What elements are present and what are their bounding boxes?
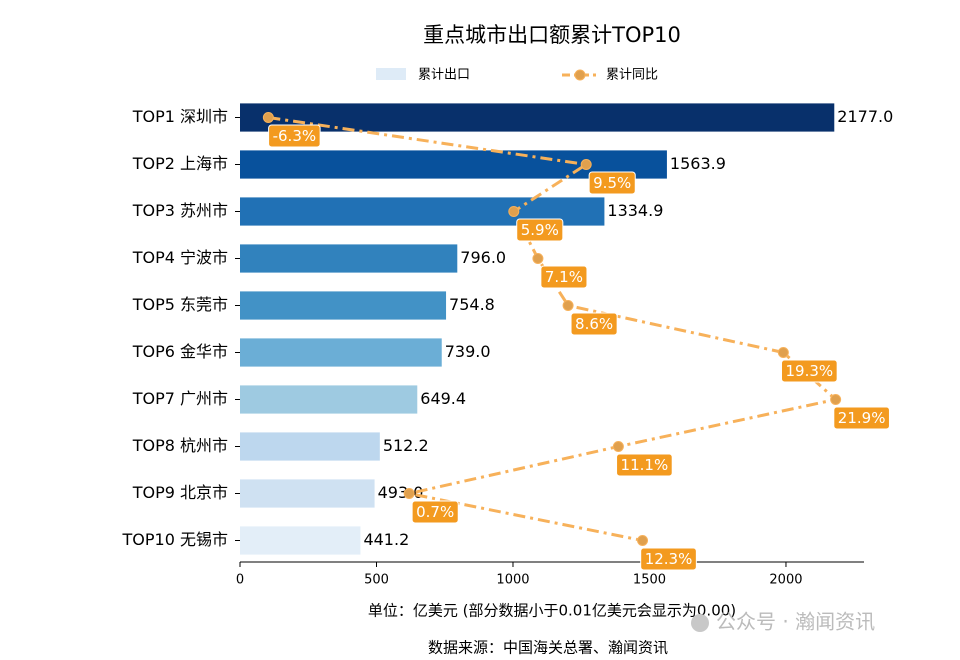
x-tick-label: 1000 bbox=[496, 573, 529, 588]
label-box bbox=[616, 453, 673, 477]
line-marker bbox=[612, 441, 624, 452]
label-box bbox=[833, 406, 890, 430]
y-tick-label: TOP8 杭州市 bbox=[132, 436, 228, 455]
x-tick-label: 500 bbox=[364, 573, 389, 588]
y-tick-label: TOP5 东莞市 bbox=[132, 295, 228, 314]
y-tick-label: TOP6 金华市 bbox=[132, 342, 228, 361]
bar-value-label: 1563.9 bbox=[670, 154, 726, 173]
x-tick-label: 0 bbox=[236, 573, 244, 588]
y-tick-label: TOP10 无锡市 bbox=[122, 530, 228, 549]
bar bbox=[240, 103, 835, 132]
y-tick-label: TOP7 广州市 bbox=[132, 389, 228, 408]
line-marker bbox=[262, 112, 274, 123]
bar bbox=[240, 244, 458, 273]
line-value-label: 12.3% bbox=[645, 550, 693, 568]
x-tick-label: 2000 bbox=[769, 573, 802, 588]
bar-value-label: 754.8 bbox=[449, 295, 495, 314]
bar bbox=[240, 385, 418, 414]
watermark-icon bbox=[691, 614, 709, 632]
line-marker bbox=[580, 159, 592, 170]
bar bbox=[240, 526, 361, 555]
x-tick-label: 1500 bbox=[633, 573, 666, 588]
source-note: 数据来源：中国海关总署、瀚闻资讯 bbox=[428, 639, 668, 657]
legend-label: 累计出口 bbox=[418, 68, 470, 83]
bar bbox=[240, 432, 380, 461]
bar-value-label: 649.4 bbox=[420, 389, 466, 408]
y-tick-label: TOP2 上海市 bbox=[132, 154, 228, 173]
legend-swatch bbox=[574, 69, 586, 81]
label-box bbox=[516, 218, 564, 242]
line-marker bbox=[777, 347, 789, 358]
bar bbox=[240, 479, 375, 508]
line-value-label: 8.6% bbox=[575, 315, 613, 333]
line-marker bbox=[830, 394, 842, 405]
bar-value-label: 739.0 bbox=[445, 342, 491, 361]
line-marker bbox=[637, 535, 649, 546]
line-value-label: 11.1% bbox=[621, 456, 669, 474]
line-value-label: 7.1% bbox=[545, 268, 583, 286]
bar-value-label: 441.2 bbox=[363, 530, 409, 549]
legend-label: 累计同比 bbox=[606, 68, 658, 83]
line-marker bbox=[562, 300, 574, 311]
watermark: 公众号 · 瀚闻资讯 bbox=[716, 610, 875, 634]
bar bbox=[240, 338, 442, 367]
line bbox=[268, 116, 839, 542]
y-tick-label: TOP1 深圳市 bbox=[132, 107, 228, 126]
bar-value-label: 796.0 bbox=[460, 248, 506, 267]
line-marker bbox=[403, 488, 415, 499]
line-value-label: 19.3% bbox=[786, 362, 834, 380]
bar-value-label: 1334.9 bbox=[607, 201, 663, 220]
label-box bbox=[781, 359, 838, 383]
label-box bbox=[640, 547, 697, 571]
y-tick-label: TOP3 苏州市 bbox=[132, 201, 228, 220]
label-box bbox=[570, 312, 618, 336]
label-box bbox=[588, 171, 636, 195]
label-box bbox=[411, 500, 459, 524]
line-value-label: 9.5% bbox=[593, 174, 631, 192]
line-value-label: -6.3% bbox=[273, 127, 317, 145]
line-value-label: 5.9% bbox=[521, 221, 559, 239]
legend-swatch bbox=[376, 68, 406, 80]
line-value-label: 0.7% bbox=[416, 503, 454, 521]
label-box bbox=[268, 124, 321, 148]
bar-value-label: 512.2 bbox=[383, 436, 429, 455]
y-tick-label: TOP4 宁波市 bbox=[132, 248, 228, 267]
bar bbox=[240, 291, 447, 320]
y-tick-label: TOP9 北京市 bbox=[132, 483, 228, 502]
bar-value-label: 2177.0 bbox=[837, 107, 893, 126]
x-axis-label: 单位：亿美元 (部分数据小于0.01亿美元会显示为0.00) bbox=[368, 602, 736, 620]
line-value-label: 21.9% bbox=[838, 409, 886, 427]
line-marker bbox=[508, 206, 520, 217]
label-box bbox=[540, 265, 588, 289]
chart-title: 重点城市出口额累计TOP10 bbox=[423, 23, 681, 47]
line-marker bbox=[532, 253, 544, 264]
